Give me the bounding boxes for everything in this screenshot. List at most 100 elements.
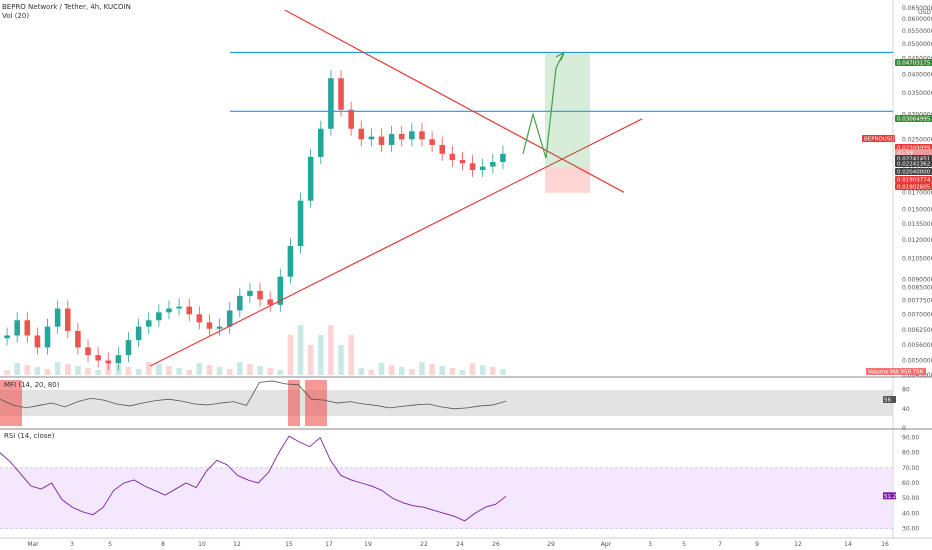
projection-path [522, 53, 564, 159]
candle-body [14, 320, 20, 336]
candle-body [429, 139, 435, 145]
volume-bar [54, 362, 61, 375]
candle-body [24, 320, 31, 336]
rsi-tick-label: 90.00 [902, 435, 919, 442]
time-tick-label: 3 [648, 541, 652, 548]
volume-bar [186, 370, 193, 375]
volume-bar [307, 345, 314, 375]
volume-legend[interactable]: Vol (20) [2, 12, 30, 20]
volume-bar [388, 365, 395, 375]
volume-bar [358, 368, 365, 375]
mfi-overbought-zone [288, 380, 300, 426]
candle-body [226, 310, 233, 327]
volume-bar [226, 369, 233, 375]
volume-bar [196, 363, 203, 375]
price-tick-label: 0.01350000 [902, 221, 932, 228]
volume-bar [156, 364, 162, 375]
candle-body [287, 246, 294, 277]
candle-body [368, 136, 375, 140]
candle-body [419, 131, 425, 140]
candle-body [237, 295, 243, 311]
volume-bar [216, 367, 223, 375]
mfi-overbought-zone [305, 380, 327, 426]
candle-body [469, 163, 476, 170]
price-tag-label: 0.03064995 [897, 117, 931, 123]
candle-body [95, 355, 101, 361]
price-tag [895, 176, 932, 183]
volume-bar [459, 370, 466, 375]
volume-bar [34, 367, 41, 375]
price-tick-label: 0.04000000 [902, 72, 932, 79]
volume-bar [439, 366, 446, 375]
target-zone [545, 52, 590, 168]
candle-body [186, 306, 193, 315]
time-tick-label: 24 [456, 541, 464, 548]
price-tag [895, 149, 932, 156]
candle-body [257, 290, 263, 300]
candle-body [378, 136, 385, 145]
price-tag-label: BEPROUSDT [864, 137, 898, 143]
time-tick-label: 16 [881, 541, 889, 548]
volume-bar [378, 363, 385, 375]
rsi-tick-label: 40.00 [902, 510, 919, 517]
candle-body [125, 340, 132, 356]
volume-bar [449, 368, 456, 375]
mfi-line [0, 380, 507, 410]
candle-body [490, 161, 496, 167]
volume-bar [64, 364, 71, 375]
volume-bar [469, 363, 476, 375]
volume-bar [125, 367, 132, 375]
volume-bar [500, 369, 506, 375]
volume-bar [85, 368, 91, 375]
candle-body [328, 78, 334, 129]
rsi-tick-label: 80.00 [902, 450, 919, 457]
candle-body [409, 131, 415, 140]
mfi-tick-label: 40 [902, 406, 910, 413]
candle-body [105, 360, 112, 364]
mfi-value-tag [883, 396, 896, 403]
candle-body [145, 320, 152, 327]
volume-bar [24, 365, 31, 375]
price-tag [862, 135, 895, 142]
volume-bar [247, 364, 253, 375]
price-tick-label: 0.00775000 [902, 297, 932, 304]
volume-bar [257, 366, 263, 375]
price-tick-label: 0.05500000 [902, 28, 932, 35]
candle-body [307, 156, 314, 201]
candle-body [500, 153, 506, 162]
price-tag-label: 0.02389999 [897, 146, 931, 152]
volume-bar [14, 363, 20, 375]
volume-bar [338, 345, 344, 375]
price-tick-label: 0.01700000 [902, 189, 932, 196]
price-tag [895, 59, 932, 66]
price-tick-label: 0.00625000 [902, 327, 932, 334]
volume-ma-label: Volume MA 958.75K [868, 370, 924, 376]
volume-bar [277, 370, 284, 375]
volume-bar [135, 369, 142, 375]
symbol-legend[interactable]: BEPRO Network / Tether, 4h, KUCOIN [2, 3, 131, 11]
stop-zone [545, 167, 590, 193]
mfi-tick-label: 0 [902, 425, 906, 432]
volume-bar [166, 366, 172, 375]
mfi-overbought-zone [0, 380, 22, 426]
rsi-legend[interactable]: RSI (14, close) [4, 432, 55, 440]
price-tag [895, 168, 932, 175]
candle-body [459, 160, 466, 164]
candle-body [176, 306, 182, 309]
price-tick-label: 0.06000000 [902, 16, 932, 23]
volume-bar [490, 367, 496, 375]
time-tick-label: 3 [70, 541, 74, 548]
mfi-legend[interactable]: MFI (14, 20, 80) [4, 381, 60, 389]
price-tag [895, 115, 932, 122]
volume-bar [105, 363, 112, 375]
price-tick-label: 0.01500000 [902, 207, 932, 214]
mfi-value-label: 56 [884, 398, 891, 404]
volume-bar [4, 370, 10, 375]
candle-body [196, 314, 203, 323]
price-tag [895, 160, 932, 167]
candle-body [439, 144, 446, 154]
volume-bar [328, 325, 334, 375]
price-tick-label: 0.00500000 [902, 358, 932, 365]
